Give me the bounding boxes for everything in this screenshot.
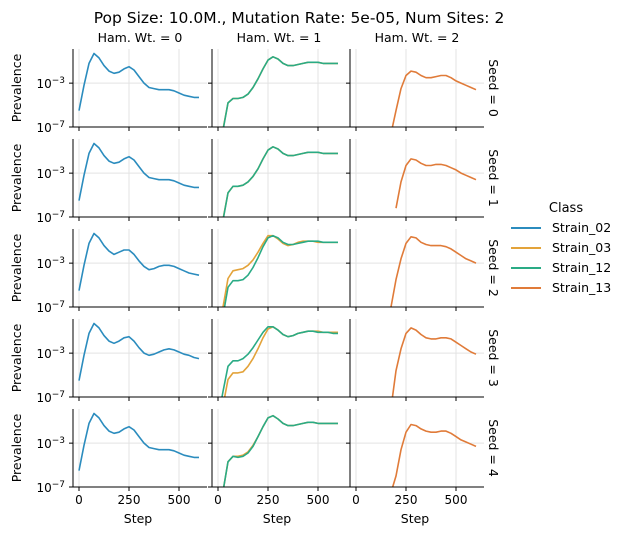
row-title: Seed = 4 [486, 419, 501, 477]
facet-panel: 10−3 10−7 Prevalence [9, 139, 207, 225]
series-line-strain_02 [78, 52, 199, 111]
x-tick-label: 0 [214, 493, 222, 507]
facet-panel: Seed = 3 [346, 319, 501, 401]
series-line-strain_12 [222, 56, 338, 127]
y-tick-label: 10−3 [36, 256, 65, 271]
x-tick-label: 250 [395, 493, 418, 507]
x-tick-label: 0 [352, 493, 360, 507]
legend-label: Strain_03 [552, 240, 611, 255]
column-title: Ham. Wt. = 1 [237, 30, 322, 45]
legend: Class Strain_02 Strain_03 Strain_12 Strain_… [511, 201, 611, 295]
row-title: Seed = 1 [486, 149, 501, 207]
series-line-strain_12 [222, 414, 338, 487]
series-line-strain_13 [391, 327, 477, 397]
facet-panel: 10−3 10−7 Prevalence [9, 49, 207, 135]
column-title: Ham. Wt. = 0 [98, 30, 183, 45]
facet-panel: 0 250 500 10−3 10−7 Step Prevalence [9, 409, 207, 526]
y-axis-label: Prevalence [9, 233, 24, 302]
legend-label: Strain_02 [552, 220, 611, 235]
x-tick-label: 250 [118, 493, 141, 507]
y-tick-label: 10−3 [36, 346, 65, 361]
series-line-strain_03 [223, 326, 338, 397]
x-tick-label: 500 [307, 493, 330, 507]
y-tick-label: 10−7 [36, 300, 65, 315]
series-line-strain_13 [395, 158, 477, 209]
y-axis-label: Prevalence [9, 323, 24, 392]
y-axis-label: Prevalence [9, 53, 24, 122]
y-axis-label: Prevalence [9, 413, 24, 482]
facet-panel: 10−3 10−7 Prevalence [9, 319, 207, 405]
series-line-strain_03 [222, 234, 338, 307]
y-tick-label: 10−3 [36, 166, 65, 181]
legend-item: Strain_12 [511, 260, 611, 275]
series-line-strain_02 [78, 322, 200, 381]
facet-panel: Seed = 0 [346, 49, 501, 131]
series-line-strain_03 [222, 146, 338, 217]
x-tick-label: 0 [75, 493, 83, 507]
facet-panel [208, 49, 346, 131]
series-line-strain_02 [78, 232, 200, 291]
facet-panel: 10−3 10−7 Prevalence [9, 229, 207, 315]
chart-title: Pop Size: 10.0M., Mutation Rate: 5e-05, … [94, 9, 505, 27]
legend-item: Strain_02 [511, 220, 611, 235]
x-axis-label: Step [124, 511, 153, 526]
legend-title: Class [549, 201, 583, 216]
series-line-strain_02 [78, 142, 199, 201]
y-axis-label: Prevalence [9, 143, 24, 212]
facet-panel: Seed = 2 [346, 229, 501, 311]
y-tick-label: 10−3 [36, 436, 65, 451]
row-title: Seed = 0 [486, 59, 501, 117]
x-tick-label: 500 [168, 493, 191, 507]
x-axis-label: Step [401, 511, 430, 526]
series-line-strain_13 [390, 236, 477, 307]
y-tick-label: 10−7 [36, 480, 65, 495]
facet-panel: Seed = 1 [346, 139, 501, 221]
facet-panel [208, 229, 346, 311]
series-line-strain_12 [223, 234, 338, 307]
row-title: Seed = 2 [486, 239, 501, 297]
legend-label: Strain_13 [552, 280, 611, 295]
x-tick-label: 250 [257, 493, 280, 507]
legend-label: Strain_12 [552, 260, 611, 275]
series-line-strain_13 [391, 423, 477, 487]
series-line-strain_13 [391, 70, 477, 127]
series-line-strain_12 [222, 146, 338, 217]
facet-panel: 0 250 500 Step [208, 409, 346, 526]
legend-item: Strain_13 [511, 280, 611, 295]
facet-panel: 0 250 500 Step Seed = 4 [346, 409, 501, 526]
x-tick-label: 500 [445, 493, 468, 507]
y-tick-label: 10−7 [36, 120, 65, 135]
y-tick-label: 10−7 [36, 210, 65, 225]
row-title: Seed = 3 [486, 329, 501, 387]
series-line-strain_12 [221, 326, 338, 397]
series-line-strain_02 [78, 412, 199, 471]
series-line-strain_03 [222, 56, 338, 127]
y-tick-label: 10−3 [36, 76, 65, 91]
y-tick-label: 10−7 [36, 390, 65, 405]
legend-item: Strain_03 [511, 240, 611, 255]
facet-panel [208, 319, 346, 401]
x-axis-label: Step [263, 511, 292, 526]
facet-panel [208, 139, 346, 221]
column-title: Ham. Wt. = 2 [375, 30, 460, 45]
